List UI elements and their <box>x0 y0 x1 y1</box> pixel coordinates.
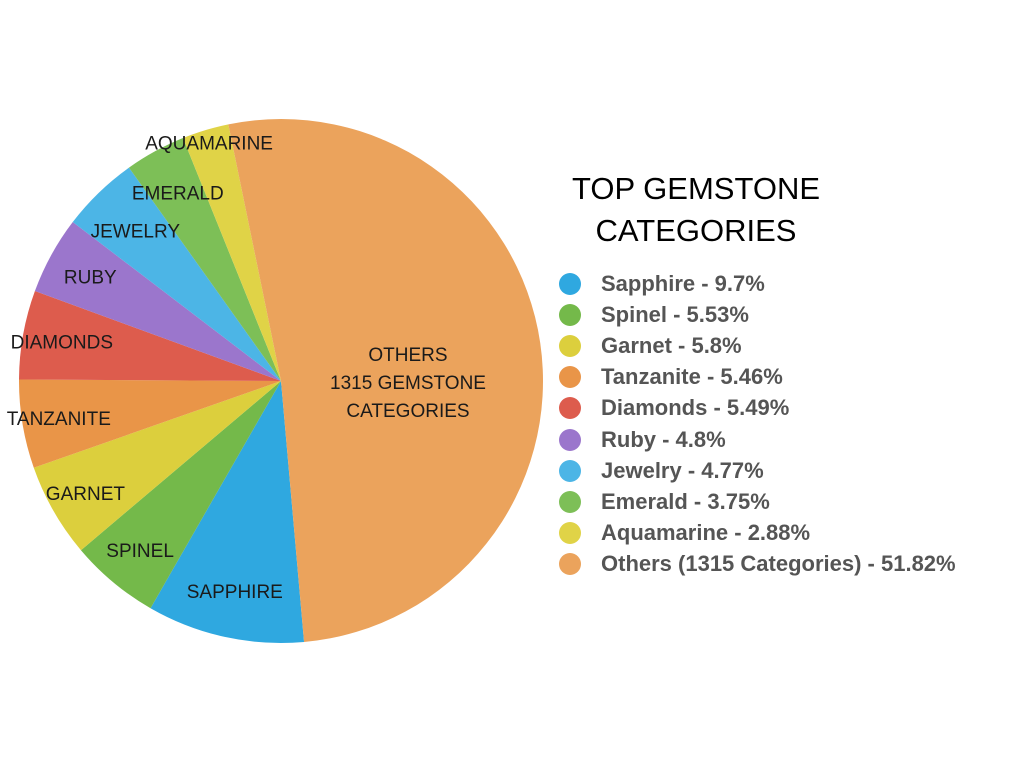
legend-swatch <box>559 459 581 482</box>
legend-label: Jewelry - 4.77% <box>601 457 764 483</box>
pie-slice-label-tanzanite: TANZANITE <box>7 409 111 430</box>
legend-item-ruby: Ruby - 4.8% <box>559 424 956 455</box>
legend-label: Sapphire - 9.7% <box>601 270 765 296</box>
legend-swatch <box>559 553 581 576</box>
legend-item-emerald: Emerald - 3.75% <box>559 486 956 517</box>
pie-slice-garnet <box>33 381 281 551</box>
legend-swatch <box>559 397 581 420</box>
legend-label: Diamonds - 5.49% <box>601 395 790 421</box>
pie-slice-emerald <box>128 138 281 381</box>
legend-label: Others (1315 Categories) - 51.82% <box>601 551 956 577</box>
legend-item-tanzanite: Tanzanite - 5.46% <box>559 362 956 393</box>
pie-slice-others <box>228 118 544 642</box>
legend-label: Spinel - 5.53% <box>601 301 749 327</box>
legend-item-sapphire: Sapphire - 9.7% <box>559 268 956 299</box>
pie-slice-label-sapphire: SAPPHIRE <box>187 582 283 603</box>
legend-label: Aquamarine - 2.88% <box>601 520 811 546</box>
pie-slices <box>18 118 544 643</box>
legend-label: Emerald - 3.75% <box>601 488 770 514</box>
legend-swatch <box>559 366 581 389</box>
pie-slice-label-spinel: SPINEL <box>106 541 174 562</box>
legend-item-jewelry: Jewelry - 4.77% <box>559 455 956 486</box>
pie-slice-diamonds <box>19 291 281 381</box>
pie-slice-ruby <box>34 222 281 381</box>
pie-slice-label-garnet: GARNET <box>46 484 126 505</box>
chart-title-line-2: CATEGORIES <box>595 213 797 248</box>
legend-label: Tanzanite - 5.46% <box>601 364 783 390</box>
chart-title-line-1: TOP GEMSTONE <box>571 171 821 206</box>
legend-item-diamonds: Diamonds - 5.49% <box>559 393 956 424</box>
pie-slice-tanzanite <box>18 379 281 468</box>
legend-swatch <box>559 522 581 545</box>
chart-legend: Sapphire - 9.7% Spinel - 5.53% Garnet - 5.… <box>559 268 956 580</box>
pie-slice-sapphire <box>150 381 305 643</box>
pie-slice-label-aquamarine: AQUAMARINE <box>145 134 273 155</box>
legend-swatch <box>559 272 581 295</box>
pie-slice-label-emerald: EMERALD <box>132 184 224 205</box>
pie-labels: SAPPHIRE SPINEL GARNET TANZANITE DIAMONDS RUB… <box>7 134 486 603</box>
legend-item-garnet: Garnet - 5.8% <box>559 330 956 361</box>
legend-item-others: Others (1315 Categories) - 51.82% <box>559 549 956 580</box>
legend-swatch <box>559 334 581 357</box>
legend-swatch <box>559 303 581 326</box>
pie-slice-spinel <box>80 381 281 609</box>
pie-slice-aquamarine <box>182 124 281 381</box>
legend-swatch <box>559 490 581 513</box>
pie-slice-label-jewelry: JEWELRY <box>91 221 181 242</box>
legend-swatch <box>559 428 581 451</box>
chart-title: TOP GEMSTONE CATEGORIES <box>526 168 866 252</box>
pie-slice-jewelry <box>72 167 281 381</box>
pie-slice-label-diamonds: DIAMONDS <box>11 333 113 354</box>
legend-label: Ruby - 4.8% <box>601 426 726 452</box>
pie-slice-label-ruby: RUBY <box>64 268 117 289</box>
legend-item-spinel: Spinel - 5.53% <box>559 299 956 330</box>
legend-label: Garnet - 5.8% <box>601 332 742 358</box>
pie-slice-label-others: OTHERS 1315 GEMSTONE CATEGORIES <box>330 345 486 422</box>
legend-item-aquamarine: Aquamarine - 2.88% <box>559 518 956 549</box>
